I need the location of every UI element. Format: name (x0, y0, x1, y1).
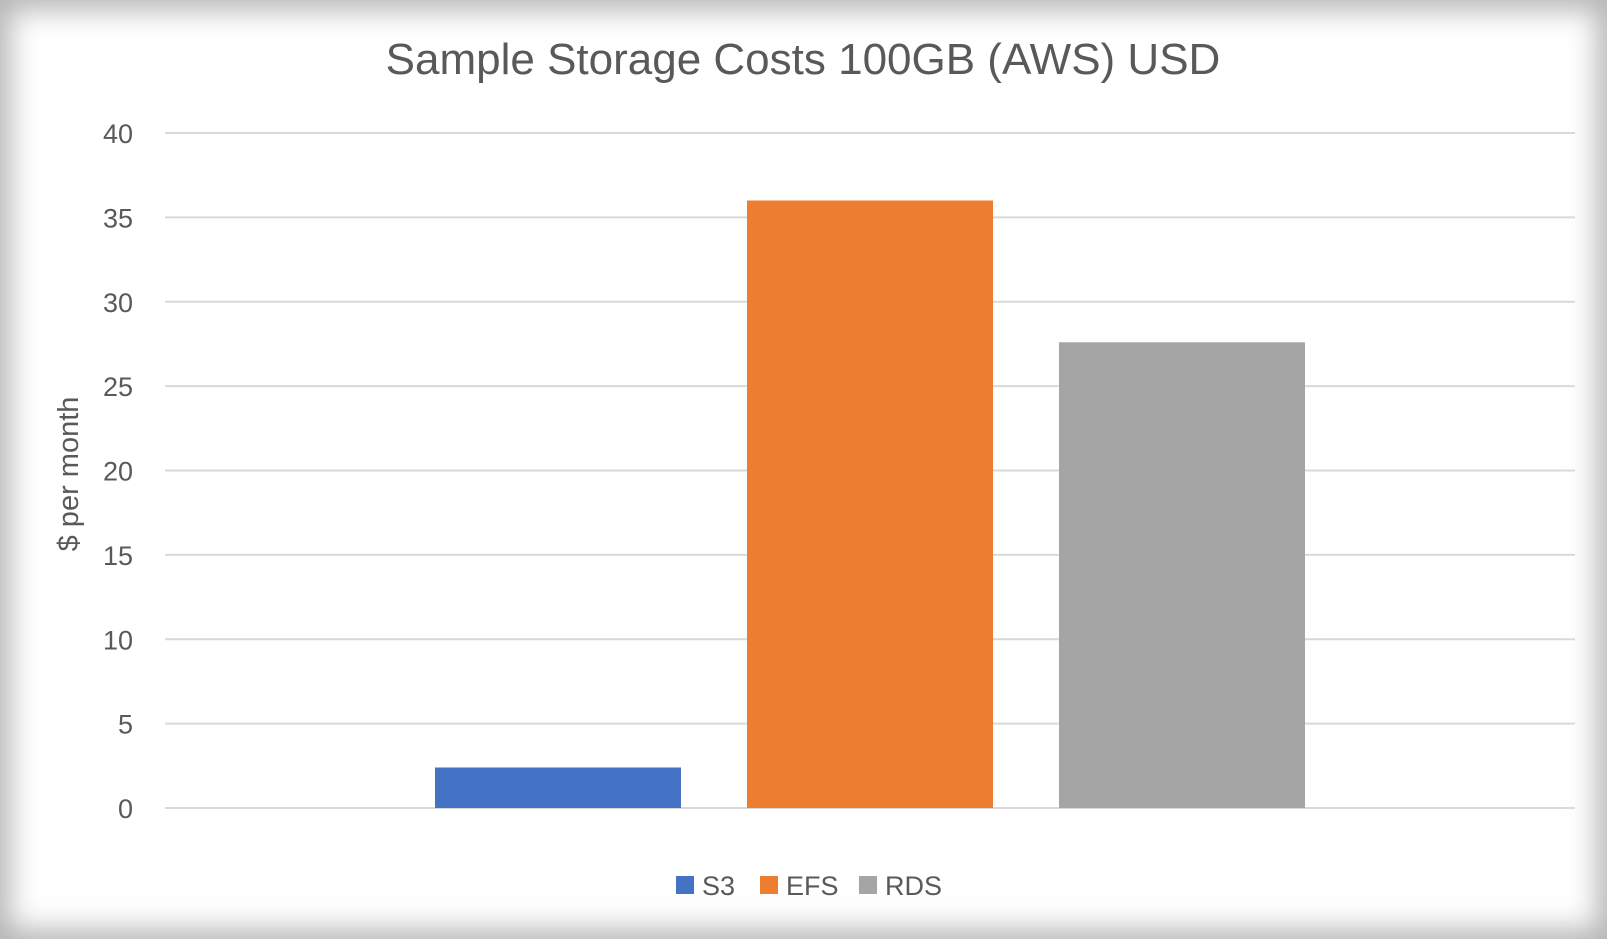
legend-label: EFS (786, 871, 839, 901)
y-tick-label: 15 (103, 541, 133, 571)
bar-rds (1059, 342, 1305, 808)
legend: S3 EFS RDS (676, 871, 942, 901)
legend-item-efs: EFS (760, 871, 839, 901)
legend-item-s3: S3 (676, 871, 735, 901)
bars (435, 200, 1305, 808)
y-tick-label: 20 (103, 457, 133, 487)
legend-item-rds: RDS (859, 871, 942, 901)
legend-swatch (760, 876, 778, 894)
bar-s3 (435, 767, 681, 808)
legend-swatch (859, 876, 877, 894)
y-tick-label: 30 (103, 288, 133, 318)
legend-label: RDS (885, 871, 942, 901)
legend-swatch (676, 876, 694, 894)
y-tick-label: 5 (118, 710, 133, 740)
y-tick-label: 35 (103, 203, 133, 233)
chart-title: Sample Storage Costs 100GB (AWS) USD (386, 35, 1221, 84)
y-tick-label: 10 (103, 625, 133, 655)
legend-label: S3 (702, 871, 735, 901)
y-tick-label: 25 (103, 372, 133, 402)
y-axis-label: $ per month (53, 397, 85, 552)
y-tick-label: 0 (118, 794, 133, 824)
bar-efs (747, 200, 993, 808)
y-tick-label: 40 (103, 119, 133, 149)
y-axis-ticks: 0 5 10 15 20 25 30 35 40 (103, 119, 133, 824)
